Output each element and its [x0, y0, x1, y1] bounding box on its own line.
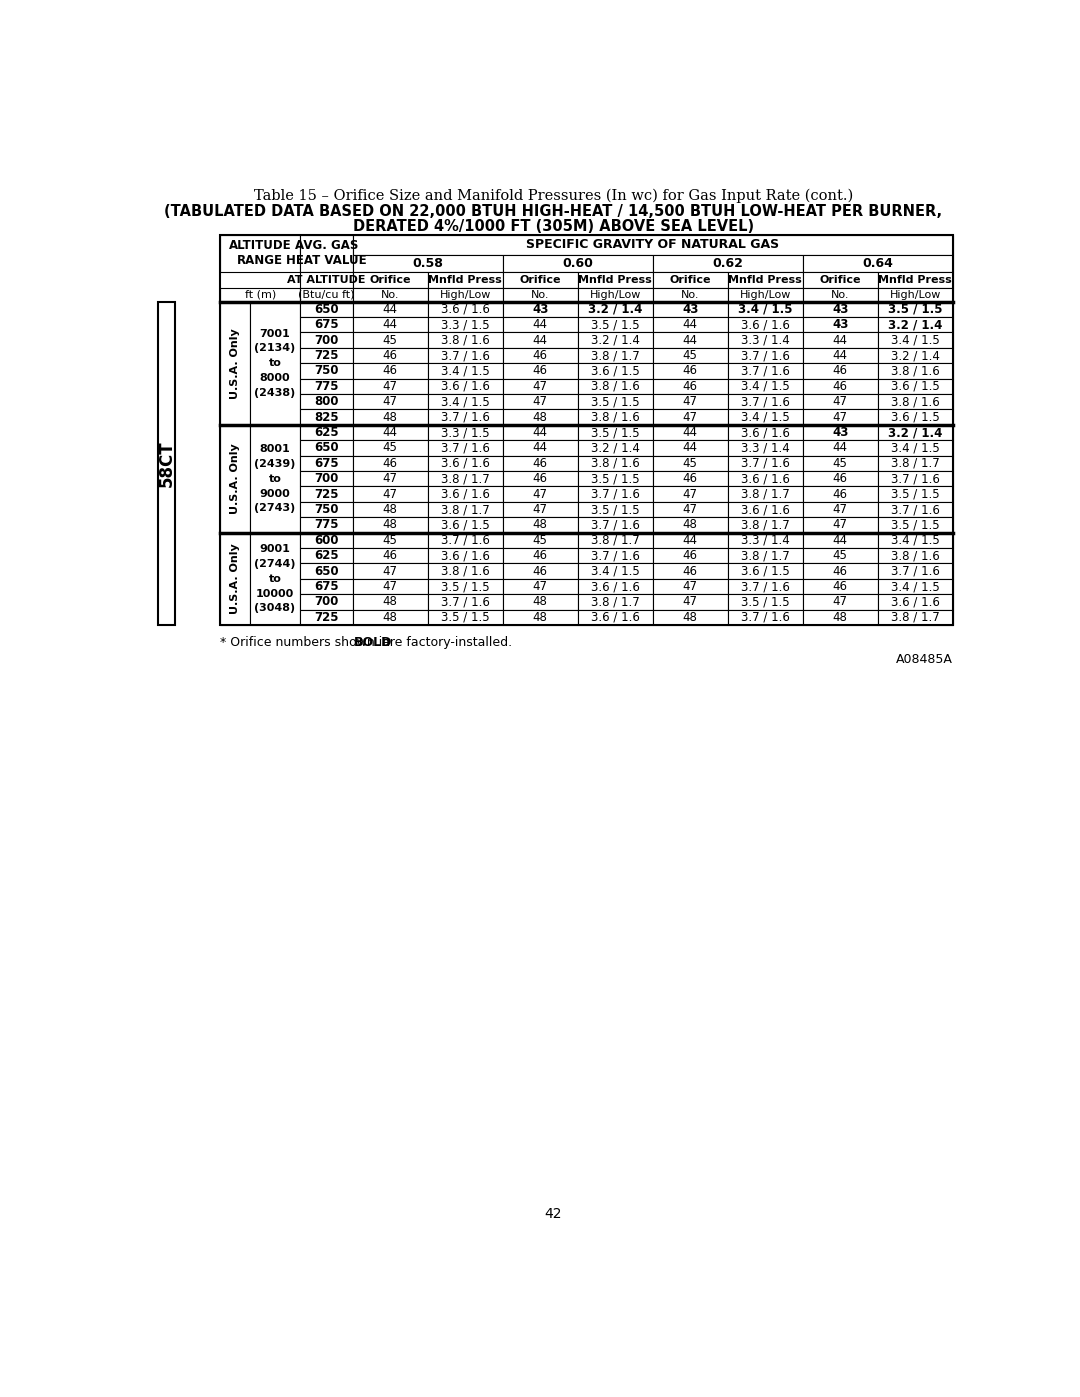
- Text: 3.6 / 1.6: 3.6 / 1.6: [741, 426, 789, 439]
- Text: 45: 45: [683, 349, 698, 362]
- Text: 44: 44: [833, 534, 848, 546]
- Bar: [802, 471, 878, 486]
- Bar: [300, 502, 353, 517]
- Text: 3.6 / 1.6: 3.6 / 1.6: [891, 595, 940, 609]
- Text: DERATED 4%/1000 FT (305M) ABOVE SEA LEVEL): DERATED 4%/1000 FT (305M) ABOVE SEA LEVE…: [353, 219, 754, 235]
- Bar: [300, 563, 353, 578]
- Bar: [300, 440, 353, 455]
- Text: 3.7 / 1.6: 3.7 / 1.6: [741, 457, 789, 469]
- Text: 3.6 / 1.5: 3.6 / 1.5: [741, 564, 789, 577]
- Bar: [300, 317, 353, 332]
- Bar: [802, 332, 878, 348]
- Bar: [428, 288, 502, 302]
- Text: 0.64: 0.64: [862, 257, 893, 270]
- Text: 9001
(2744)
to
10000
(3048): 9001 (2744) to 10000 (3048): [254, 545, 296, 613]
- Text: 700: 700: [314, 595, 339, 609]
- Bar: [353, 563, 428, 578]
- Text: 3.2 / 1.4: 3.2 / 1.4: [591, 334, 639, 346]
- Bar: [728, 471, 802, 486]
- Bar: [502, 302, 578, 317]
- Bar: [802, 348, 878, 363]
- Bar: [578, 379, 652, 394]
- Text: 48: 48: [683, 518, 698, 531]
- Text: (TABULATED DATA BASED ON 22,000 BTUH HIGH-HEAT / 14,500 BTUH LOW-HEAT PER BURNER: (TABULATED DATA BASED ON 22,000 BTUH HIG…: [164, 204, 943, 219]
- Bar: [578, 348, 652, 363]
- Text: 3.6 / 1.6: 3.6 / 1.6: [741, 472, 789, 485]
- Text: 3.8 / 1.6: 3.8 / 1.6: [891, 395, 940, 408]
- Text: 3.5 / 1.5: 3.5 / 1.5: [891, 488, 940, 500]
- Bar: [878, 272, 953, 288]
- Text: 48: 48: [382, 595, 397, 609]
- Text: ft (m): ft (m): [244, 289, 275, 300]
- Bar: [728, 409, 802, 425]
- Bar: [578, 563, 652, 578]
- Bar: [428, 548, 502, 563]
- Text: 3.7 / 1.6: 3.7 / 1.6: [591, 549, 639, 562]
- Text: 46: 46: [532, 365, 548, 377]
- Bar: [353, 594, 428, 609]
- Bar: [300, 532, 353, 548]
- Text: 3.6 / 1.6: 3.6 / 1.6: [591, 580, 639, 592]
- Bar: [878, 455, 953, 471]
- Bar: [502, 394, 578, 409]
- Bar: [428, 394, 502, 409]
- Text: 650: 650: [314, 303, 339, 316]
- Text: 3.6 / 1.5: 3.6 / 1.5: [591, 365, 639, 377]
- Text: 46: 46: [833, 472, 848, 485]
- Text: 48: 48: [683, 610, 698, 624]
- Bar: [502, 486, 578, 502]
- Bar: [428, 578, 502, 594]
- Bar: [428, 379, 502, 394]
- Bar: [353, 348, 428, 363]
- Text: 3.5 / 1.5: 3.5 / 1.5: [888, 303, 943, 316]
- Text: 44: 44: [683, 334, 698, 346]
- Bar: [802, 578, 878, 594]
- Bar: [578, 486, 652, 502]
- Text: 3.8 / 1.7: 3.8 / 1.7: [441, 503, 489, 515]
- Bar: [578, 302, 652, 317]
- Bar: [353, 363, 428, 379]
- Text: 45: 45: [382, 441, 397, 454]
- Text: 48: 48: [532, 411, 548, 423]
- Text: 600: 600: [314, 534, 339, 546]
- Bar: [300, 332, 353, 348]
- Text: Orifice: Orifice: [519, 275, 561, 285]
- Bar: [878, 517, 953, 532]
- Text: 47: 47: [532, 395, 548, 408]
- Text: 3.6 / 1.6: 3.6 / 1.6: [441, 549, 489, 562]
- Text: 44: 44: [683, 426, 698, 439]
- Text: 3.7 / 1.6: 3.7 / 1.6: [441, 411, 489, 423]
- Text: High/Low: High/Low: [890, 289, 941, 300]
- Bar: [728, 578, 802, 594]
- Text: 48: 48: [532, 595, 548, 609]
- Text: 3.4 / 1.5: 3.4 / 1.5: [738, 303, 793, 316]
- Text: 3.4 / 1.5: 3.4 / 1.5: [891, 534, 940, 546]
- Bar: [502, 272, 578, 288]
- Bar: [428, 502, 502, 517]
- Text: 3.7 / 1.6: 3.7 / 1.6: [891, 503, 940, 515]
- Text: 3.7 / 1.6: 3.7 / 1.6: [441, 534, 489, 546]
- Bar: [353, 548, 428, 563]
- Text: 3.8 / 1.7: 3.8 / 1.7: [741, 488, 789, 500]
- Bar: [728, 563, 802, 578]
- Text: 45: 45: [382, 334, 397, 346]
- Bar: [428, 272, 502, 288]
- Bar: [428, 609, 502, 624]
- Bar: [652, 409, 728, 425]
- Text: 3.4 / 1.5: 3.4 / 1.5: [891, 334, 940, 346]
- Bar: [652, 594, 728, 609]
- Bar: [300, 348, 353, 363]
- Text: 3.5 / 1.5: 3.5 / 1.5: [591, 472, 639, 485]
- Bar: [728, 455, 802, 471]
- Bar: [578, 363, 652, 379]
- Bar: [300, 379, 353, 394]
- Bar: [728, 532, 802, 548]
- Text: 3.8 / 1.7: 3.8 / 1.7: [441, 472, 489, 485]
- Bar: [652, 348, 728, 363]
- Bar: [728, 548, 802, 563]
- Text: 8001
(2439)
to
9000
(2743): 8001 (2439) to 9000 (2743): [254, 444, 296, 513]
- Text: Orifice: Orifice: [820, 275, 861, 285]
- Text: 3.6 / 1.6: 3.6 / 1.6: [741, 319, 789, 331]
- Text: Table 15 – Orifice Size and Manifold Pressures (In wc) for Gas Input Rate (cont.: Table 15 – Orifice Size and Manifold Pre…: [254, 189, 853, 203]
- Text: 46: 46: [833, 580, 848, 592]
